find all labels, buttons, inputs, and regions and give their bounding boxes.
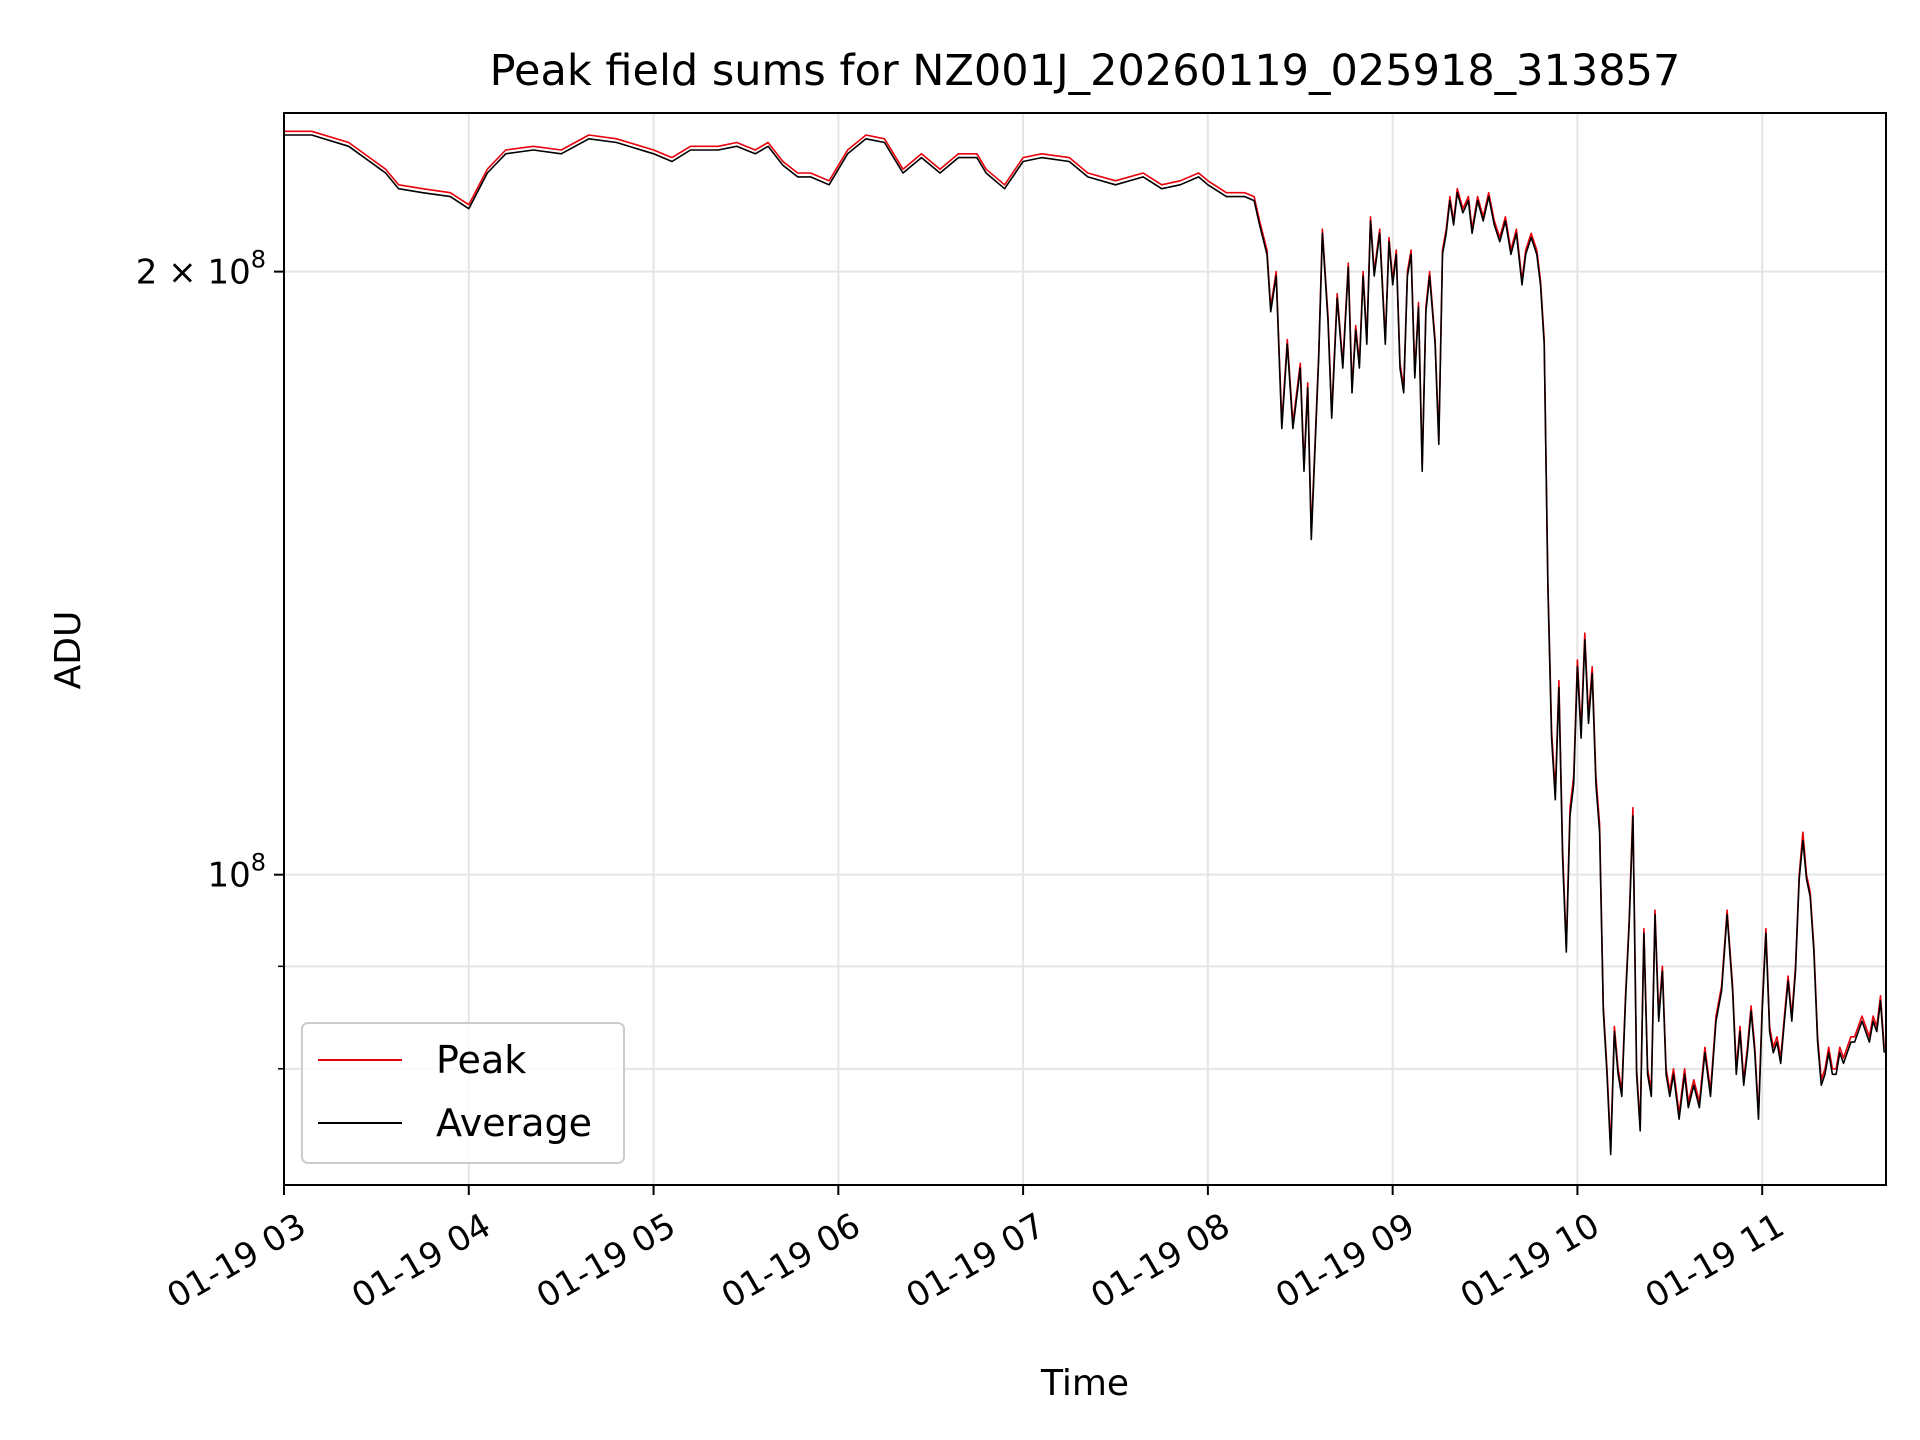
series-line-average xyxy=(284,134,1885,1156)
y-tick-label: 2 × 108 xyxy=(136,246,266,293)
legend-label-average: Average xyxy=(436,1101,592,1145)
y-tick-label: 108 xyxy=(207,849,266,896)
series-group xyxy=(284,130,1885,1156)
x-axis-label: Time xyxy=(1040,1363,1129,1404)
chart-title: Peak field sums for NZ001J_20260119_0259… xyxy=(490,46,1681,96)
legend: Peak Average xyxy=(301,1022,625,1164)
y-tick-label-base: 10 xyxy=(207,856,250,896)
plot-frame xyxy=(283,112,1887,1186)
grid-lines xyxy=(283,113,1886,1185)
legend-label-peak: Peak xyxy=(436,1038,526,1082)
y-tick-label-base: 2 × 10 xyxy=(136,253,251,293)
y-tick-label-exponent: 8 xyxy=(251,849,266,877)
legend-box xyxy=(301,1022,625,1164)
y-tick-label-exponent: 8 xyxy=(251,246,266,274)
y-axis-label: ADU xyxy=(48,611,89,690)
